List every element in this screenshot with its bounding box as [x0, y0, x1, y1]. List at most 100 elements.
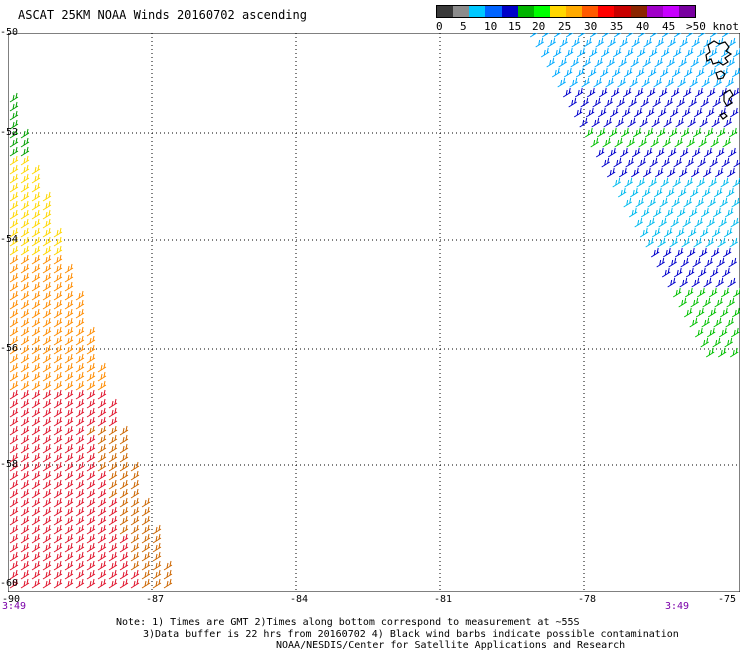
wind-barb	[658, 217, 667, 228]
colorbar-segment	[614, 6, 631, 17]
wind-barb	[42, 308, 52, 319]
wind-barb	[720, 287, 730, 298]
wind-barb	[714, 297, 723, 308]
wind-barb	[731, 307, 740, 318]
wind-barb	[31, 488, 41, 499]
wind-barb	[601, 157, 610, 168]
wind-barb	[9, 551, 19, 562]
footer-note-line1: Note: 1) Times are GMT 2)Times along bot…	[116, 617, 580, 628]
wind-barb	[717, 237, 726, 248]
lon-label: -75	[718, 594, 737, 605]
wind-barb	[20, 227, 30, 238]
wind-barb	[726, 167, 736, 178]
wind-barb	[720, 177, 729, 188]
wind-barb	[684, 47, 694, 58]
wind-barb	[42, 542, 52, 553]
wind-barb	[119, 488, 129, 499]
wind-barb	[689, 187, 699, 198]
wind-barb	[9, 317, 19, 328]
wind-barb	[152, 542, 162, 553]
wind-barb	[86, 578, 96, 589]
wind-barb	[9, 461, 19, 472]
wind-barb	[86, 353, 96, 364]
wind-barb	[623, 67, 633, 78]
wind-barb	[685, 157, 694, 168]
lat-label: -52	[0, 127, 19, 138]
wind-barb	[611, 67, 621, 78]
colorbar-segment	[582, 6, 599, 17]
wind-barb	[647, 197, 656, 208]
wind-barb	[632, 127, 642, 138]
wind-barbs	[9, 33, 740, 589]
colorbar-segment	[646, 6, 663, 17]
wind-barb	[42, 434, 52, 445]
wind-barb	[53, 569, 63, 580]
wind-barb	[9, 506, 19, 517]
wind-barb	[9, 470, 19, 481]
wind-barb	[97, 533, 107, 544]
wind-barb	[631, 37, 640, 48]
wind-barb	[20, 191, 30, 202]
wind-barb	[31, 362, 41, 373]
wind-barb	[31, 281, 41, 292]
wind-barb	[75, 569, 85, 580]
wind-barb	[20, 443, 30, 454]
wind-barb	[619, 37, 628, 48]
wind-barb	[20, 470, 30, 481]
wind-barb	[20, 299, 30, 310]
wind-barb	[705, 107, 715, 118]
wind-barb	[651, 117, 660, 128]
wind-barb	[86, 380, 96, 391]
wind-barb	[53, 362, 63, 373]
wind-barb	[20, 569, 30, 580]
wind-barb	[31, 182, 41, 193]
wind-barb	[64, 533, 74, 544]
wind-barb	[629, 187, 639, 198]
wind-barb	[75, 461, 85, 472]
wind-barb	[703, 277, 712, 288]
wind-barb	[64, 281, 74, 292]
wind-barb	[141, 524, 151, 535]
wind-barb	[672, 47, 682, 58]
wind-barb	[86, 506, 96, 517]
wind-barb	[704, 257, 713, 268]
wind-barb	[42, 290, 52, 301]
wind-barb	[637, 33, 646, 38]
wind-map	[8, 33, 740, 592]
wind-barb	[97, 452, 107, 463]
wind-barb	[86, 416, 96, 427]
wind-barb	[20, 407, 30, 418]
wind-barb	[652, 207, 662, 218]
wind-barb	[723, 227, 733, 238]
wind-barb	[75, 353, 85, 364]
wind-barb	[31, 452, 41, 463]
colorbar-segment	[437, 6, 454, 17]
wind-barb	[31, 344, 41, 355]
wind-barb	[680, 257, 689, 268]
colorbar-segment	[549, 6, 566, 17]
wind-barb	[697, 157, 706, 168]
wind-barb	[119, 461, 129, 472]
wind-barb	[86, 461, 96, 472]
footer-note-line2: 3)Data buffer is 22 hrs from 20160702 4)…	[143, 629, 679, 640]
wind-barb	[574, 87, 584, 98]
wind-barb	[64, 560, 74, 571]
wind-barb	[547, 37, 556, 48]
wind-barb	[576, 47, 586, 58]
wind-barb	[637, 157, 646, 168]
wind-barb	[119, 578, 129, 589]
wind-barb	[64, 317, 74, 328]
coastline	[705, 40, 734, 120]
wind-barb	[86, 389, 96, 400]
wind-barb	[713, 187, 723, 198]
wind-barb	[20, 182, 30, 193]
wind-barb	[53, 443, 63, 454]
wind-barb	[600, 47, 610, 58]
wind-barb	[610, 87, 620, 98]
wind-barb	[9, 560, 19, 571]
wind-barb	[97, 560, 107, 571]
wind-barb	[641, 77, 650, 88]
wind-barb	[604, 97, 613, 108]
wind-barb	[605, 77, 614, 88]
wind-barb	[723, 117, 732, 128]
